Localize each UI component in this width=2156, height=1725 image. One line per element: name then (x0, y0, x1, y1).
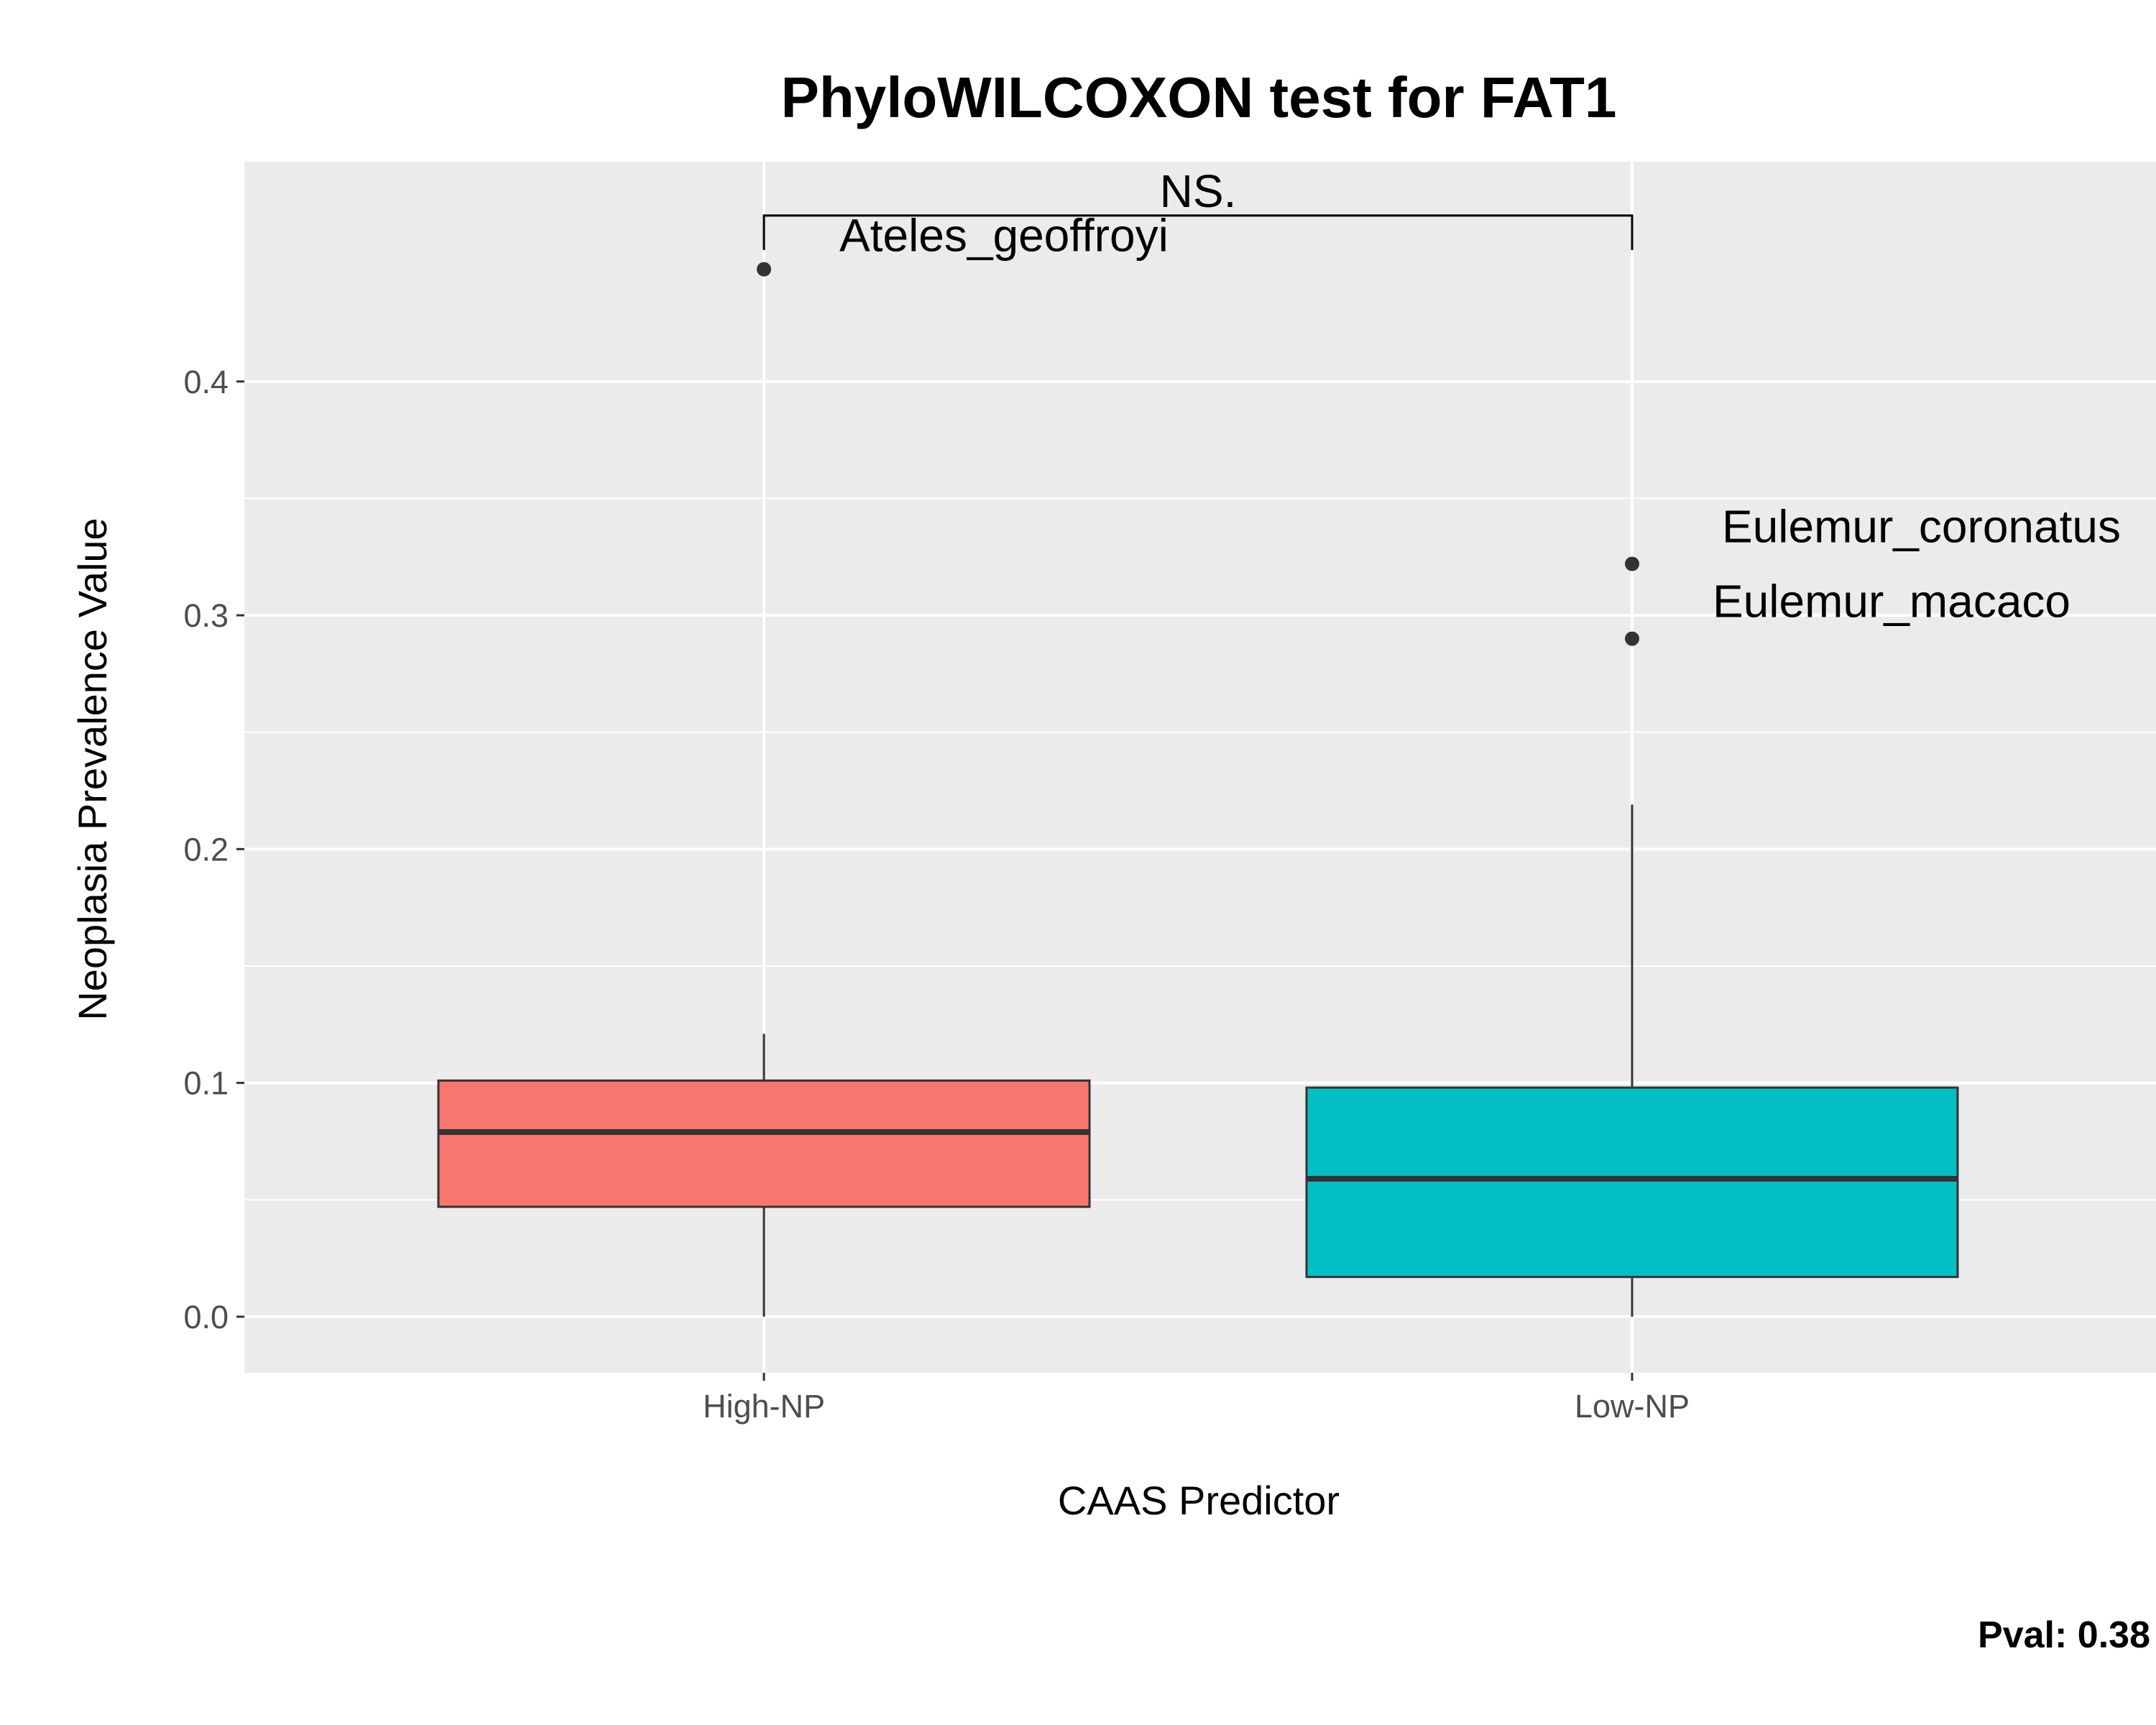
y-tick-label: 0.0 (183, 1299, 229, 1335)
y-tick-label: 0.2 (183, 831, 229, 868)
outliers: Ateles_geoffroyi Eulemur_coronatus Eulemur… (757, 210, 2121, 646)
significance-label: NS. (1160, 165, 1237, 217)
x-axis-title: CAAS Predictor (1058, 1478, 1340, 1523)
outlier-label: Ateles_geoffroyi (839, 210, 1169, 262)
outlier-label: Eulemur_coronatus (1722, 500, 2121, 552)
y-tick-label: 0.1 (183, 1065, 229, 1102)
y-tick-label: 0.4 (183, 364, 229, 400)
outlier-label: Eulemur_macaco (1713, 576, 2070, 627)
y-axis-title: Neoplasia Prevalence Value (70, 518, 115, 1020)
pval-text: Pval: 0.38 (1978, 1614, 2150, 1656)
outlier-point (757, 262, 771, 277)
x-tick-label: Low-NP (1575, 1388, 1690, 1425)
bracket-line (763, 214, 1634, 250)
chart-title: PhyloWILCOXON test for FAT1 (780, 65, 1616, 129)
boxes (437, 804, 1959, 1317)
y-tick-label: 0.3 (183, 597, 229, 634)
box-high-np (437, 1079, 1091, 1208)
outlier-point (1625, 631, 1639, 646)
box-low-np (1305, 1086, 1959, 1279)
pval-label: Pval: (1978, 1614, 2067, 1656)
axes: 0.0 0.1 0.2 0.3 0.4 High-NP Low-NP (183, 364, 1690, 1425)
pval-value: 0.38 (2078, 1614, 2150, 1656)
x-tick-label: High-NP (703, 1388, 825, 1425)
outlier-point (1625, 556, 1639, 571)
significance-bracket: NS. (763, 165, 1634, 250)
